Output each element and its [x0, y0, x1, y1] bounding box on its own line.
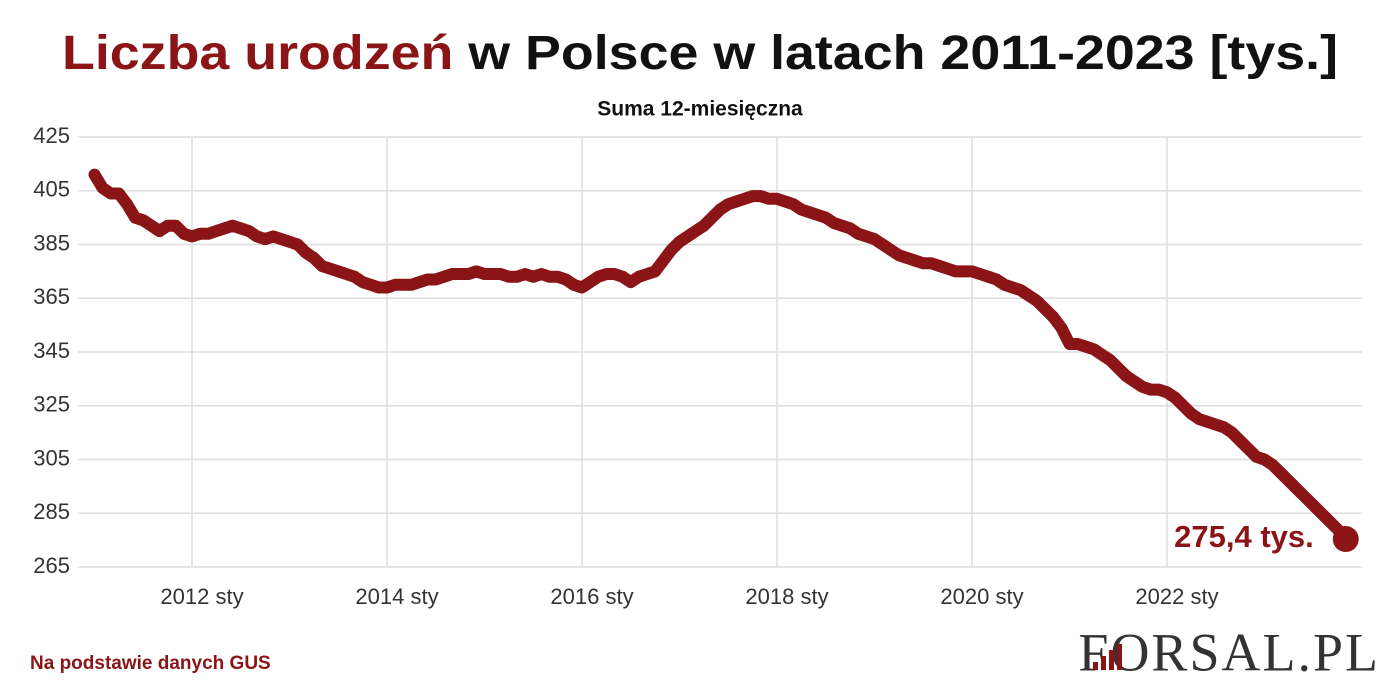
y-tick-label: 325 [33, 392, 70, 417]
line [88, 168, 1352, 546]
x-tick-label: 2020 sty [940, 584, 1023, 609]
x-tick-label: 2018 sty [745, 584, 828, 609]
value-label: 275,4 tys. [1174, 519, 1314, 554]
logo-text: FORSAL.PL [1078, 622, 1380, 682]
y-tick-label: 385 [33, 230, 70, 255]
y-tick-label: 305 [33, 445, 70, 470]
grid [78, 136, 1362, 568]
x-tick-label: 2022 sty [1135, 584, 1218, 609]
chart-title: Liczba urodzeń w Polsce w latach 2011-20… [62, 27, 1338, 80]
logo-icon-bar [1093, 662, 1098, 670]
y-tick-label: 285 [33, 499, 70, 524]
x-tick-label: 2012 sty [160, 584, 243, 609]
logo: FORSAL.PL [1078, 622, 1380, 682]
x-tick-label: 2016 sty [550, 584, 633, 609]
title-rest: w Polsce w latach 2011-2023 [tys.] [467, 27, 1338, 80]
y-tick-label: 345 [33, 338, 70, 363]
subtitle: Suma 12-miesięczna [597, 98, 803, 121]
y-tick-label: 405 [33, 177, 70, 202]
logo-icon-bar [1117, 644, 1122, 670]
title-highlight: Liczba urodzeń [62, 27, 453, 80]
y-tick-label: 365 [33, 284, 70, 309]
source: Na podstawie danych GUS [30, 653, 271, 674]
logo-icon-bar [1101, 656, 1106, 670]
end-marker [1332, 526, 1359, 553]
y-tick-label: 265 [33, 553, 70, 578]
x-tick-label: 2014 sty [355, 584, 438, 609]
logo-icon-bar [1109, 650, 1114, 670]
y-tick-label: 425 [33, 123, 70, 148]
